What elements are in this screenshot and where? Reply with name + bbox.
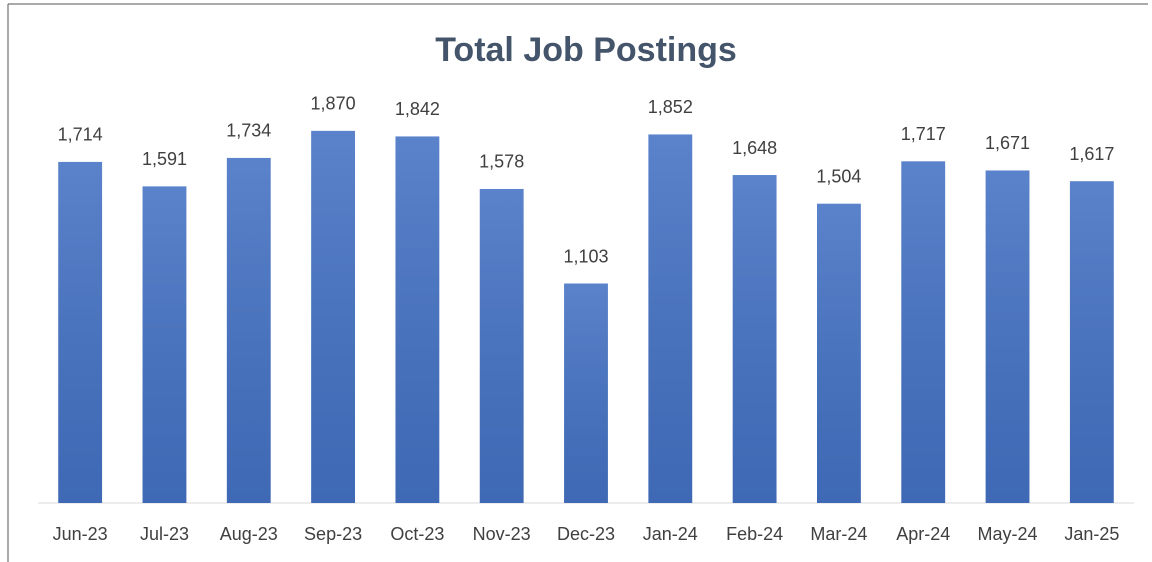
x-tick-label: Jun-23 [53, 524, 108, 544]
data-label: 1,717 [901, 124, 946, 144]
x-tick-label: Nov-23 [473, 524, 531, 544]
bar [901, 161, 946, 503]
x-tick-label: Jul-23 [140, 524, 189, 544]
data-label: 1,591 [142, 149, 187, 169]
data-label: 1,504 [816, 166, 861, 186]
x-tick-label: Dec-23 [557, 524, 615, 544]
bar [564, 283, 608, 503]
x-tick-label: Oct-23 [390, 524, 444, 544]
x-tick-label: Jan-24 [643, 524, 698, 544]
bar [58, 161, 103, 503]
bar [395, 136, 440, 503]
bar [648, 134, 693, 503]
x-tick-label: Feb-24 [726, 524, 783, 544]
data-label: 1,852 [648, 97, 693, 117]
bar [226, 157, 271, 503]
bar [142, 186, 187, 504]
x-tick-label: Sep-23 [304, 524, 362, 544]
data-label: 1,578 [479, 152, 524, 172]
data-label: 1,671 [985, 133, 1030, 153]
x-tick-label: May-24 [978, 524, 1038, 544]
x-tick-label: Aug-23 [220, 524, 278, 544]
data-label: 1,617 [1069, 144, 1114, 164]
x-tick-label: Mar-24 [810, 524, 867, 544]
x-tick-label: Apr-24 [896, 524, 950, 544]
bar [1069, 181, 1114, 504]
data-label: 1,648 [732, 138, 777, 158]
bar [732, 175, 777, 503]
bar [311, 130, 355, 503]
data-label: 1,842 [395, 99, 440, 119]
bar [985, 170, 1030, 503]
chart-title: Total Job Postings [435, 31, 737, 69]
bar [817, 203, 861, 504]
data-label: 1,734 [226, 121, 271, 141]
bar [479, 188, 524, 503]
data-label: 1,870 [311, 94, 356, 114]
data-label: 1,714 [58, 125, 103, 145]
x-tick-label: Jan-25 [1064, 524, 1119, 544]
data-label: 1,103 [563, 246, 608, 266]
